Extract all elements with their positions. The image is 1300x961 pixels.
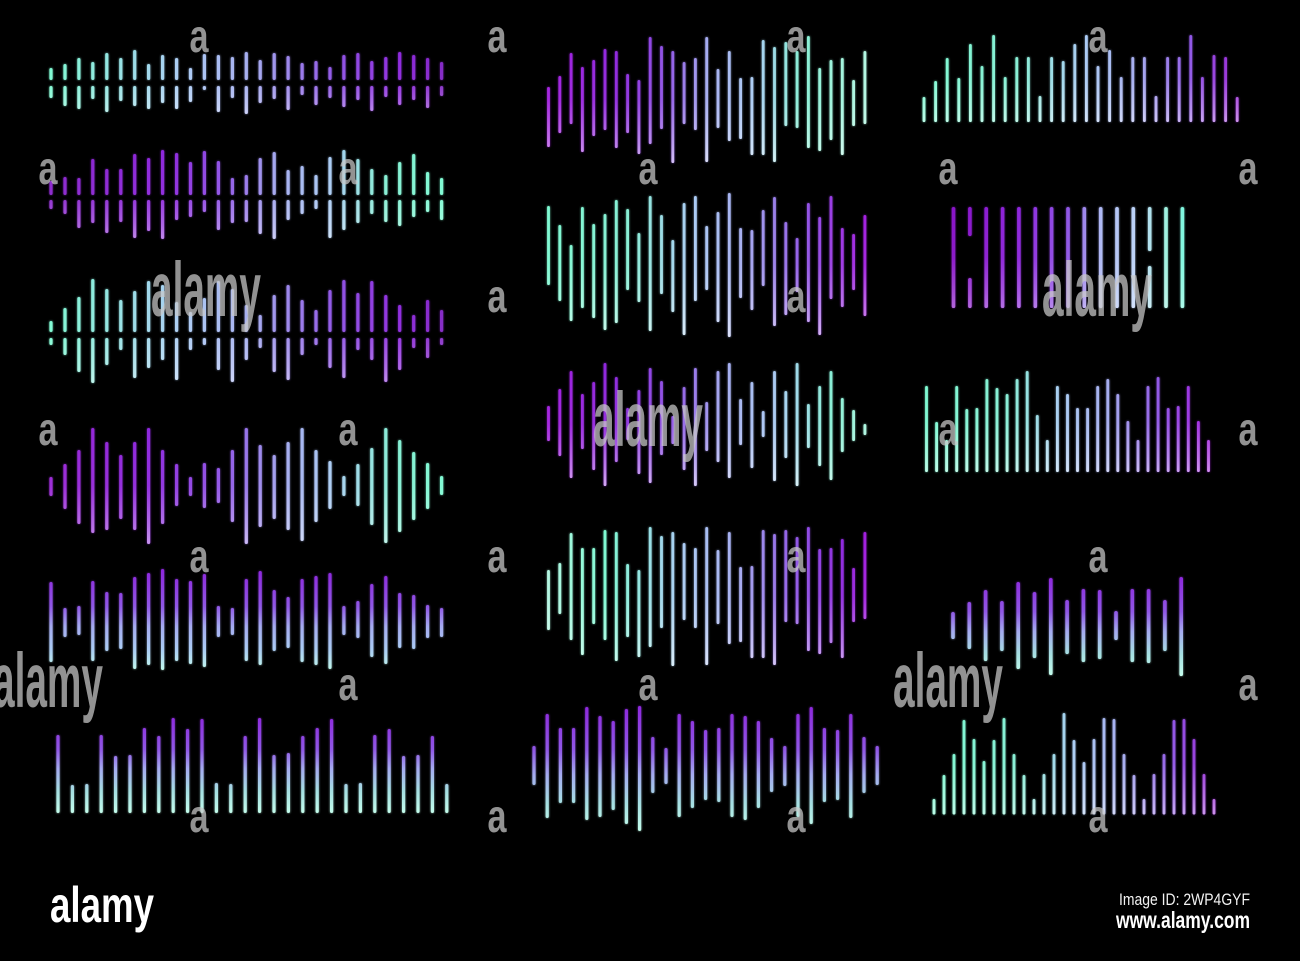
svg-text:a: a [1239,142,1258,194]
svg-text:Image ID: 2WP4GYF: Image ID: 2WP4GYF [1119,890,1250,909]
svg-text:a: a [39,403,58,455]
svg-text:a: a [1089,10,1108,62]
svg-text:a: a [339,142,358,194]
svg-text:a: a [1239,403,1258,455]
svg-text:alamy: alamy [50,877,154,933]
svg-text:a: a [639,658,658,710]
svg-text:a: a [488,10,507,62]
svg-text:a: a [190,790,209,842]
svg-text:www.alamy.com: www.alamy.com [1115,907,1250,933]
svg-text:a: a [488,790,507,842]
svg-text:alamy: alamy [151,247,261,333]
svg-text:a: a [339,658,358,710]
svg-text:a: a [787,530,806,582]
svg-text:a: a [787,270,806,322]
svg-text:a: a [1239,658,1258,710]
svg-text:alamy: alamy [593,377,703,463]
svg-text:a: a [939,403,958,455]
svg-text:a: a [639,142,658,194]
svg-text:alamy: alamy [0,638,103,724]
svg-text:a: a [488,530,507,582]
svg-text:alamy: alamy [1042,247,1152,333]
svg-text:a: a [939,142,958,194]
svg-text:a: a [787,10,806,62]
svg-text:a: a [787,790,806,842]
svg-text:a: a [1089,790,1108,842]
svg-text:a: a [339,403,358,455]
svg-text:a: a [1089,530,1108,582]
svg-text:a: a [190,530,209,582]
svg-text:a: a [488,270,507,322]
svg-text:a: a [39,142,58,194]
svg-text:a: a [190,10,209,62]
svg-text:alamy: alamy [893,638,1003,724]
